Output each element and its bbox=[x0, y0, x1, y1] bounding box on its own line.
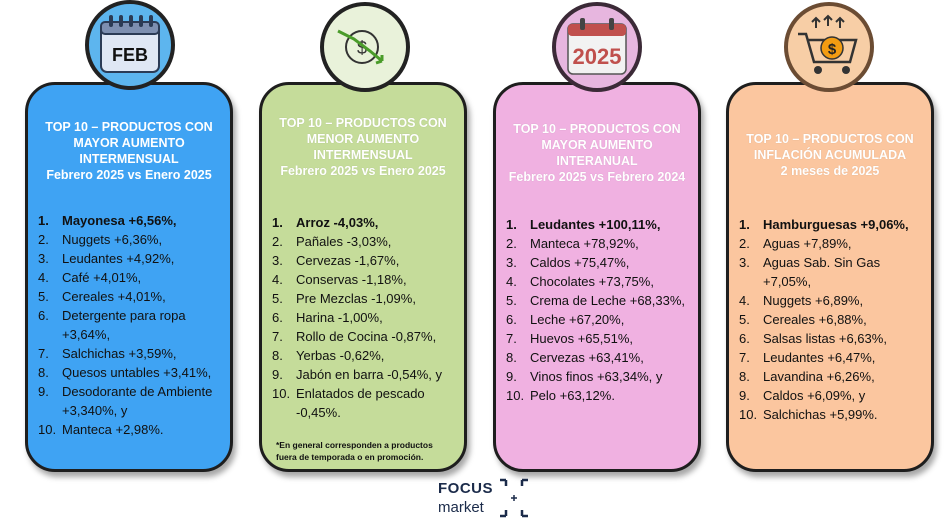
heading-line: TOP 10 – PRODUCTOS CON bbox=[746, 132, 914, 146]
list-item: 2. Pañales -3,03%, bbox=[272, 234, 392, 249]
list-item: 10. Pelo +63,12%. bbox=[506, 388, 615, 403]
list-item: 1. Hamburguesas +9,06%, bbox=[739, 217, 909, 232]
list-item: 3. Cervezas -1,67%, bbox=[272, 253, 400, 268]
list-item: 5. Cereales +6,88%, bbox=[739, 312, 867, 327]
list-item: 4. Chocolates +73,75%, bbox=[506, 274, 654, 289]
svg-text:$: $ bbox=[828, 41, 837, 58]
money-down-icon: $ bbox=[320, 2, 410, 92]
list-item: 2. Nuggets +6,36%, bbox=[38, 232, 163, 247]
list-item: 7. Leudantes +6,47%, bbox=[739, 350, 876, 365]
heading-line: INFLACIÓN ACUMULADA bbox=[753, 148, 907, 162]
list-item: 8. Cervezas +63,41%, bbox=[506, 350, 644, 365]
list-item: 3. Leudantes +4,92%, bbox=[38, 251, 175, 266]
card-mayor-aumento-interanual: TOP 10 – PRODUCTOS CON MAYOR AUMENTO INT… bbox=[493, 82, 701, 472]
list-item: 1. Arroz -4,03%, bbox=[272, 215, 379, 230]
list-item: 1. Leudantes +100,11%, bbox=[506, 217, 661, 232]
list-item: 3. Aguas Sab. Sin Gas +7,05%, bbox=[739, 255, 881, 289]
list-item: 1. Mayonesa +6,56%, bbox=[38, 213, 177, 228]
footnote: *En general corresponden a productos fue… bbox=[276, 440, 433, 462]
list-item: 10. Enlatados de pescado -0,45%. bbox=[272, 386, 425, 420]
list-item: 7. Huevos +65,51%, bbox=[506, 331, 633, 346]
list-item: 10. Manteca +2,98%. bbox=[38, 422, 164, 437]
card-heading: TOP 10 – PRODUCTOS CON MENOR AUMENTO INT… bbox=[268, 115, 458, 179]
logo-market-text: market bbox=[438, 499, 484, 516]
product-list: 1. Mayonesa +6,56%, 2. Nuggets +6,36%, 3. L… bbox=[38, 211, 226, 439]
list-item: 5. Crema de Leche +68,33%, bbox=[506, 293, 686, 308]
list-item: 2. Manteca +78,92%, bbox=[506, 236, 639, 251]
list-item: 4. Conservas -1,18%, bbox=[272, 272, 407, 287]
list-item: 9. Jabón en barra -0,54%, y bbox=[272, 367, 442, 382]
list-item: 5. Cereales +4,01%, bbox=[38, 289, 166, 304]
list-item: 10. Salchichas +5,99%. bbox=[739, 407, 878, 422]
product-list: 1. Leudantes +100,11%, 2. Manteca +78,92%,… bbox=[506, 215, 694, 405]
heading-period: Febrero 2025 vs Enero 2025 bbox=[46, 168, 212, 182]
year-label: 2025 bbox=[573, 44, 622, 69]
list-item: 8. Lavandina +6,26%, bbox=[739, 369, 875, 384]
list-item: 6. Leche +67,20%, bbox=[506, 312, 625, 327]
heading-line: INTERMENSUAL bbox=[313, 148, 413, 162]
logo-focus-text: FOCUS bbox=[438, 480, 493, 497]
heading-line: TOP 10 – PRODUCTOS CON bbox=[513, 122, 681, 136]
heading-line: TOP 10 – PRODUCTOS CON bbox=[45, 120, 213, 134]
calendar-label: FEB bbox=[112, 45, 148, 65]
calendar-icon: FEB bbox=[85, 0, 175, 90]
focus-market-logo: FOCUS market bbox=[436, 474, 530, 522]
list-item: 2. Aguas +7,89%, bbox=[739, 236, 852, 251]
list-item: 3. Caldos +75,47%, bbox=[506, 255, 630, 270]
list-item: 6. Harina -1,00%, bbox=[272, 310, 383, 325]
list-item: 7. Rollo de Cocina -0,87%, bbox=[272, 329, 437, 344]
list-item: 8. Yerbas -0,62%, bbox=[272, 348, 385, 363]
calendar-2025-icon: 2025 bbox=[552, 2, 642, 92]
list-item: 6. Detergente para ropa +3,64%, bbox=[38, 308, 186, 342]
card-heading: TOP 10 – PRODUCTOS CON MAYOR AUMENTO INT… bbox=[502, 121, 692, 185]
card-menor-aumento-intermensual: TOP 10 – PRODUCTOS CON MENOR AUMENTO INT… bbox=[259, 82, 467, 472]
list-item: 7. Salchichas +3,59%, bbox=[38, 346, 177, 361]
card-heading: TOP 10 – PRODUCTOS CON MAYOR AUMENTO INT… bbox=[34, 119, 224, 183]
card-inflacion-acumulada: TOP 10 – PRODUCTOS CON INFLACIÓN ACUMULA… bbox=[726, 82, 934, 472]
heading-period: Febrero 2025 vs Enero 2025 bbox=[280, 164, 446, 178]
card-mayor-aumento-intermensual: TOP 10 – PRODUCTOS CON MAYOR AUMENTO INT… bbox=[25, 82, 233, 472]
heading-period: 2 meses de 2025 bbox=[780, 164, 880, 178]
product-list: 1. Hamburguesas +9,06%, 2. Aguas +7,89%, 3… bbox=[739, 215, 927, 424]
list-item: 9. Desodorante de Ambiente +3,340%, y bbox=[38, 384, 213, 418]
heading-line: INTERMENSUAL bbox=[79, 152, 179, 166]
list-item: 6. Salsas listas +6,63%, bbox=[739, 331, 887, 346]
product-list: 1. Arroz -4,03%, 2. Pañales -3,03%, 3. Cerv… bbox=[272, 213, 460, 422]
svg-text:$: $ bbox=[357, 38, 367, 58]
heading-line: MAYOR AUMENTO bbox=[73, 136, 185, 150]
shopping-cart-dollar-icon: $ bbox=[784, 2, 874, 92]
heading-line: TOP 10 – PRODUCTOS CON bbox=[279, 116, 447, 130]
list-item: 5. Pre Mezclas -1,09%, bbox=[272, 291, 416, 306]
heading-line: INTERANUAL bbox=[556, 154, 638, 168]
heading-line: MENOR AUMENTO bbox=[306, 132, 420, 146]
list-item: 4. Nuggets +6,89%, bbox=[739, 293, 864, 308]
list-item: 4. Café +4,01%, bbox=[38, 270, 142, 285]
heading-period: Febrero 2025 vs Febrero 2024 bbox=[508, 170, 686, 184]
card-heading: TOP 10 – PRODUCTOS CON INFLACIÓN ACUMULA… bbox=[735, 131, 925, 179]
list-item: 9. Vinos finos +63,34%, y bbox=[506, 369, 663, 384]
heading-line: MAYOR AUMENTO bbox=[541, 138, 653, 152]
list-item: 9. Caldos +6,09%, y bbox=[739, 388, 866, 403]
list-item: 8. Quesos untables +3,41%, bbox=[38, 365, 212, 380]
